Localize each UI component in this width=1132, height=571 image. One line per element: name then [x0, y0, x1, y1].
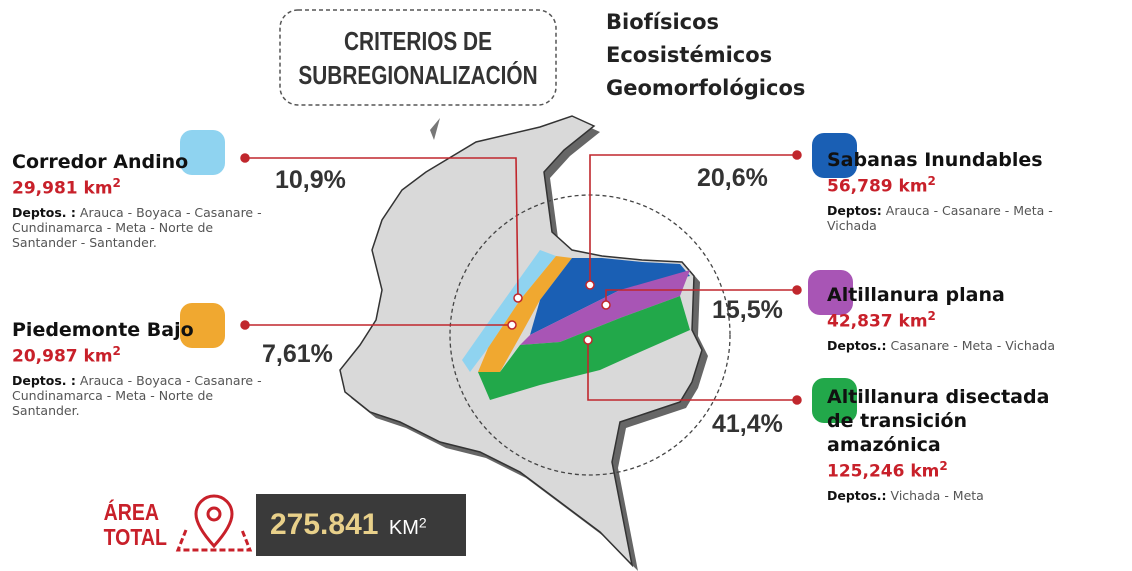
- region-block: Sabanas Inundables 56,789 km2 Deptos: Arau…: [827, 148, 1062, 233]
- total-unit: KM: [388, 517, 419, 539]
- region-area: 125,246 km2: [827, 459, 1127, 482]
- region-percent: 20,6%: [697, 164, 768, 192]
- area-value: 56,789 km: [827, 176, 928, 197]
- region-icon: [812, 378, 857, 423]
- region-percent: 41,4%: [712, 410, 783, 438]
- region-deptos: Deptos. : Arauca - Boyaca - Casanare - C…: [12, 205, 262, 250]
- deptos-label: Deptos. :: [12, 204, 76, 220]
- total-value: 275.841: [270, 508, 379, 541]
- region-name-line: Piedemonte Bajo: [12, 319, 194, 341]
- region-sabanas: [530, 258, 690, 335]
- region-name-line: Altillanura disectada: [827, 386, 1050, 408]
- region-area: 20,987 km2: [12, 344, 262, 367]
- area-exponent: 2: [927, 309, 936, 323]
- region-deptos: Deptos.: Vichada - Meta: [827, 488, 1127, 503]
- region-area: 29,981 km2: [12, 176, 262, 199]
- criterion: Biofísicos: [606, 10, 720, 34]
- region-name: Altillanura disectada de transición amazón…: [827, 385, 1127, 457]
- region-block: Corredor Andino 29,981 km2 Deptos. : Arauc…: [12, 150, 262, 250]
- deptos-label: Deptos:: [827, 202, 882, 218]
- criteria: Biofísicos Ecosistémicos Geomorfológicos: [606, 6, 805, 105]
- area-exponent: 2: [927, 174, 936, 188]
- region-percent: 7,61%: [262, 340, 333, 368]
- deptos-label: Deptos.:: [827, 487, 887, 503]
- region-corredor: [462, 250, 556, 372]
- region-name: Corredor Andino: [12, 150, 262, 174]
- deptos-label: Deptos.:: [827, 337, 887, 353]
- deptos-list: Arauca - Boyaca - Casanare - Cundinamarc…: [12, 372, 262, 418]
- area-value: 29,981 km: [12, 178, 113, 199]
- region-disectada: [478, 296, 690, 400]
- total-label: ÁREA TOTAL: [104, 500, 167, 550]
- region-icon: [812, 133, 857, 178]
- region-name-line: Sabanas Inundables: [827, 149, 1043, 171]
- location-icon: [175, 494, 253, 552]
- region-name: Altillanura plana: [827, 283, 1132, 307]
- area-value: 20,987 km: [12, 346, 113, 367]
- area-exponent: 2: [939, 459, 948, 473]
- region-percent: 15,5%: [712, 296, 783, 324]
- total-box: [256, 494, 466, 556]
- region-icon: [180, 303, 225, 348]
- deptos-list: Arauca - Boyaca - Casanare - Cundinamarc…: [12, 204, 262, 250]
- leader-dots: [240, 150, 802, 405]
- region-block: Piedemonte Bajo 20,987 km2 Deptos. : Arauc…: [12, 318, 262, 418]
- region-deptos: Deptos. : Arauca - Boyaca - Casanare - C…: [12, 373, 262, 418]
- region-icon: [180, 130, 225, 175]
- leader-lines: [245, 154, 797, 401]
- region-name-line: amazónica: [827, 434, 941, 456]
- title: CRITERIOS DE SUBREGIONALIZACIÓN: [282, 24, 554, 92]
- region-name: Piedemonte Bajo: [12, 318, 262, 342]
- title-line: SUBREGIONALIZACIÓN: [298, 60, 538, 90]
- total-label-line: ÁREA: [103, 499, 159, 525]
- area-value: 125,246 km: [827, 461, 940, 482]
- island: [430, 118, 440, 140]
- area-value: 42,837 km: [827, 311, 928, 332]
- region-name-line: Corredor Andino: [12, 151, 189, 173]
- total-label-line: TOTAL: [103, 524, 167, 550]
- region-area: 42,837 km2: [827, 309, 1132, 332]
- region-block: Altillanura plana 42,837 km2 Deptos.: Casa…: [827, 283, 1132, 353]
- region-piedemonte: [478, 256, 572, 372]
- region-block: Altillanura disectada de transición amazón…: [827, 385, 1127, 503]
- title-box: [279, 9, 557, 106]
- criterion: Geomorfológicos: [606, 76, 806, 100]
- region-percent: 10,9%: [275, 166, 346, 194]
- deptos-label: Deptos. :: [12, 372, 76, 388]
- region-name-line: Altillanura plana: [827, 284, 1005, 306]
- title-line: CRITERIOS DE: [344, 26, 492, 56]
- total-value-row: 275.841 KM2: [270, 508, 427, 542]
- region-name: Sabanas Inundables: [827, 148, 1062, 172]
- criterion: Ecosistémicos: [606, 43, 773, 67]
- region-name-line: de transición: [827, 410, 968, 432]
- region-icon: [808, 270, 853, 315]
- area-exponent: 2: [112, 344, 121, 358]
- region-deptos: Deptos: Arauca - Casanare - Meta - Vicha…: [827, 203, 1062, 233]
- deptos-list: Arauca - Casanare - Meta - Vichada: [827, 202, 1053, 233]
- deptos-list: Casanare - Meta - Vichada: [890, 337, 1055, 353]
- deptos-list: Vichada - Meta: [890, 487, 984, 503]
- total-unit-exponent: 2: [418, 514, 427, 531]
- region-area: 56,789 km2: [827, 174, 1062, 197]
- region-deptos: Deptos.: Casanare - Meta - Vichada: [827, 338, 1132, 353]
- area-exponent: 2: [112, 176, 121, 190]
- colombia-map: [339, 115, 703, 568]
